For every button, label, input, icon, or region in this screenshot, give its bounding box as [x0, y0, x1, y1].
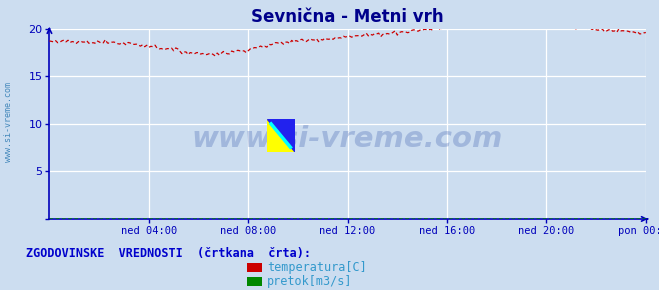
Polygon shape: [267, 119, 295, 152]
Text: www.si-vreme.com: www.si-vreme.com: [4, 82, 13, 162]
Text: www.si-vreme.com: www.si-vreme.com: [192, 125, 503, 153]
Text: ZGODOVINSKE  VREDNOSTI  (črtkana  črta):: ZGODOVINSKE VREDNOSTI (črtkana črta):: [26, 247, 311, 260]
Text: pretok[m3/s]: pretok[m3/s]: [267, 275, 353, 288]
Polygon shape: [267, 119, 295, 152]
Text: temperatura[C]: temperatura[C]: [267, 261, 366, 274]
Title: Sevnična - Metni vrh: Sevnična - Metni vrh: [251, 8, 444, 26]
